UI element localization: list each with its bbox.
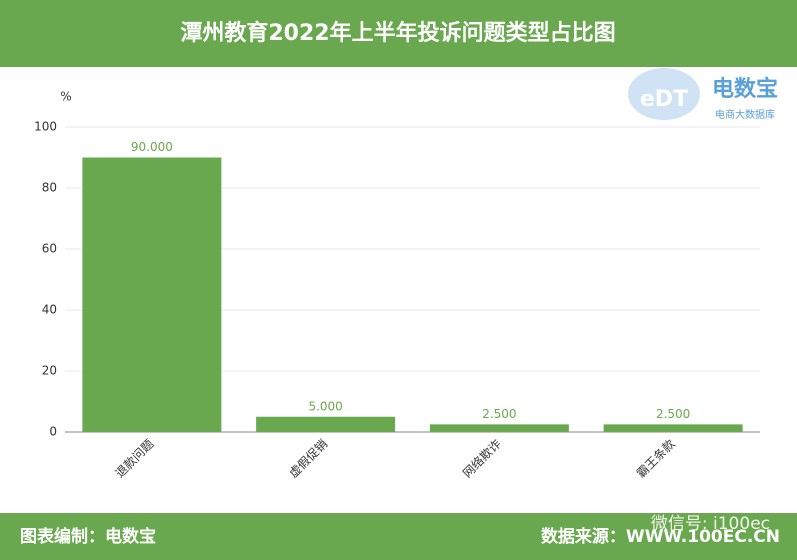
logo-name: 电数宝 <box>712 76 778 102</box>
bar <box>256 416 396 432</box>
y-tick-label: 0 <box>49 425 57 439</box>
logo-cloud <box>628 68 700 120</box>
logo-mark: eDT <box>640 87 688 112</box>
y-tick-label: 80 <box>42 181 57 195</box>
watermark: 微信号: i100ec <box>651 514 770 534</box>
footer-bar <box>0 513 797 560</box>
footer-right: 数据来源：WWW.100EC.CN <box>541 526 780 547</box>
y-axis-label: % <box>60 90 71 104</box>
x-tick-label: 退款问题 <box>113 437 157 481</box>
value-label: 2.500 <box>482 407 516 421</box>
chart-title: 潭州教育2022年上半年投诉问题类型占比图 <box>180 20 615 46</box>
y-tick-label: 60 <box>42 242 57 256</box>
bar <box>603 424 743 432</box>
logo-tagline: 电商大数据库 <box>715 108 775 121</box>
y-tick-label: 40 <box>42 303 57 317</box>
footer-left: 图表编制：电数宝 <box>20 526 156 547</box>
y-tick-label: 20 <box>42 364 57 378</box>
x-tick-label: 虚假促销 <box>286 437 330 481</box>
value-label: 5.000 <box>308 399 342 413</box>
value-label: 90.000 <box>131 140 173 154</box>
bar <box>429 424 569 432</box>
x-tick-label: 霸王条款 <box>634 437 678 481</box>
y-tick-label: 100 <box>34 120 57 134</box>
header-bar <box>0 0 797 67</box>
bar <box>82 157 222 432</box>
x-tick-label: 网络欺诈 <box>459 436 504 481</box>
value-label: 2.500 <box>656 407 690 421</box>
